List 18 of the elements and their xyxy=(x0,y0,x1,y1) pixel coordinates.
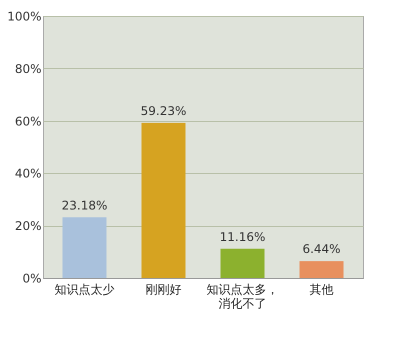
x-tick-label: 知识点太少 xyxy=(54,282,114,296)
y-tick-label: 40% xyxy=(14,166,42,181)
bar xyxy=(141,122,186,278)
x-tick-label: 其他 xyxy=(310,282,334,296)
y-tick-label: 100% xyxy=(7,10,42,24)
data-label: 59.23% xyxy=(140,104,186,118)
bar xyxy=(220,248,265,278)
x-tick-label: 刚刚好 xyxy=(145,282,182,296)
x-tick-label: 知识点太多，消化不了 xyxy=(206,282,279,310)
data-label: 11.16% xyxy=(220,230,266,244)
y-tick-label: 60% xyxy=(14,114,42,128)
y-tick-label: 0% xyxy=(22,272,42,286)
data-label: 6.44% xyxy=(302,242,341,256)
y-tick-label: 20% xyxy=(14,219,42,234)
data-label: 23.18% xyxy=(62,198,108,212)
y-tick-label: 80% xyxy=(14,62,42,76)
bar xyxy=(62,217,106,278)
bar xyxy=(300,261,344,278)
